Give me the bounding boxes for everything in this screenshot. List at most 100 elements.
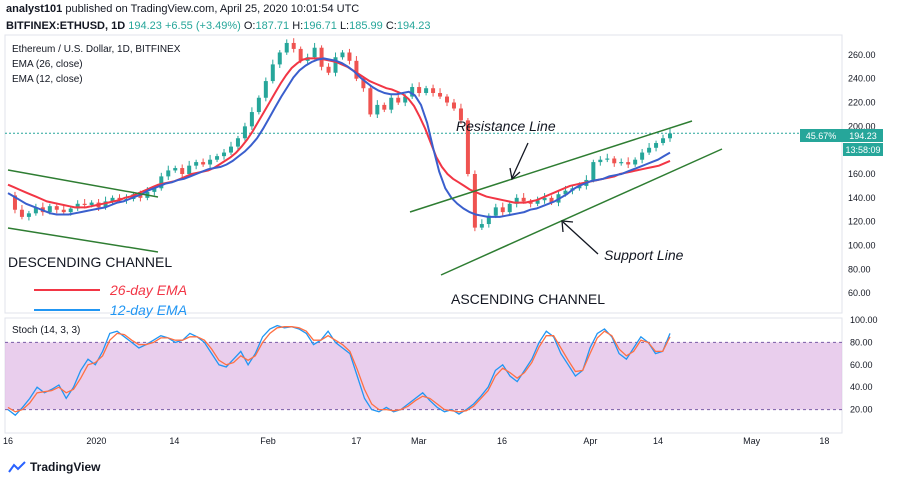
resistance-arrow-head xyxy=(509,167,521,181)
candle-body xyxy=(201,162,206,165)
price-tick-label: 200.00 xyxy=(848,121,876,131)
candle-body xyxy=(110,197,115,202)
candle-body xyxy=(277,52,282,65)
descending-channel-label: DESCENDING CHANNEL xyxy=(8,254,172,270)
ascending-resistance-line xyxy=(409,120,693,213)
descending-channel-lower xyxy=(7,227,159,253)
candle-body xyxy=(82,203,87,205)
candle-body xyxy=(479,224,484,228)
descending-channel-upper xyxy=(7,169,159,198)
stoch-k-line xyxy=(7,324,671,417)
candle-body xyxy=(166,170,171,177)
candle-body xyxy=(396,97,401,103)
stoch-study-label: Stoch (14, 3, 3) xyxy=(12,325,80,336)
candle-body xyxy=(75,203,80,209)
chart-header: analyst101 published on TradingView.com,… xyxy=(6,3,431,33)
candle-body xyxy=(605,158,610,160)
support-label: Support Line xyxy=(604,247,684,263)
candle-body xyxy=(347,52,352,61)
candle-body xyxy=(222,152,227,157)
candle-body xyxy=(68,208,73,213)
candle-body xyxy=(598,159,603,163)
candle-body xyxy=(312,47,317,58)
candle-body xyxy=(465,120,470,174)
x-tick-label: 14 xyxy=(169,436,179,446)
resistance-label: Resistance Line xyxy=(456,118,556,134)
x-tick-label: Mar xyxy=(411,436,427,446)
candle-body xyxy=(514,197,519,204)
low-label: L: xyxy=(339,20,350,32)
price-change: +6.55 (+3.49%) xyxy=(164,20,241,32)
stoch-tick-label: 80.00 xyxy=(850,337,873,347)
candle-body xyxy=(668,133,672,139)
candle-body xyxy=(270,64,275,82)
candle-body xyxy=(542,197,547,201)
candle-body xyxy=(417,87,422,93)
candle-body xyxy=(507,203,512,213)
support-arrow xyxy=(562,221,599,255)
candle-body xyxy=(633,159,638,165)
candle-body xyxy=(451,102,456,109)
candle-body xyxy=(291,42,296,49)
open-label: O: xyxy=(243,20,256,32)
candle-body xyxy=(89,202,94,205)
candle-body xyxy=(159,176,164,189)
candle-body xyxy=(19,209,24,217)
resistance-arrow xyxy=(511,142,529,179)
candle-body xyxy=(284,42,289,53)
candle-body xyxy=(375,104,380,115)
brand-name: TradingView xyxy=(30,460,101,474)
footer-brand[interactable]: TradingView xyxy=(8,460,100,474)
close-value: 194.23 xyxy=(396,20,431,32)
candle-body xyxy=(640,152,645,160)
candle-body xyxy=(138,194,143,198)
candle-body xyxy=(410,87,415,97)
candle-body xyxy=(382,104,387,110)
tradingview-logo-icon xyxy=(8,461,26,473)
x-tick-label: 14 xyxy=(653,436,663,446)
price-tick-label: 80.00 xyxy=(848,264,871,274)
candle-body xyxy=(47,206,52,213)
ema12-legend-label: 12-day EMA xyxy=(110,302,187,318)
candle-body xyxy=(263,81,268,98)
price-y-axis: 60.0080.00100.00120.00140.00160.00180.00… xyxy=(848,50,876,298)
candle-body xyxy=(619,162,624,164)
x-tick-label: 16 xyxy=(3,436,13,446)
price-tick-label: 60.00 xyxy=(848,288,871,298)
timer-badge xyxy=(843,143,883,156)
percent-badge xyxy=(800,129,843,142)
candle-body xyxy=(152,188,157,192)
stoch-tick-label: 40.00 xyxy=(850,382,873,392)
stoch-tick-label: 60.00 xyxy=(850,360,873,370)
price-badge-text: 194.23 xyxy=(849,131,877,141)
candle-body xyxy=(54,206,59,210)
ascending-support-line xyxy=(440,148,723,276)
candle-body xyxy=(242,126,247,139)
candle-body xyxy=(26,213,31,217)
x-tick-label: Apr xyxy=(583,436,597,446)
price-tick-label: 120.00 xyxy=(848,217,876,227)
published-text: published on TradingView.com, April 25, … xyxy=(65,3,360,15)
x-tick-label: May xyxy=(743,436,761,446)
candle-body xyxy=(368,88,373,115)
ascending-channel-label: ASCENDING CHANNEL xyxy=(451,291,605,307)
candle-body xyxy=(298,48,303,61)
ema26-legend-label: 26-day EMA xyxy=(109,282,187,298)
candle-body xyxy=(500,207,505,213)
price-tick-label: 100.00 xyxy=(848,240,876,250)
stoch-band xyxy=(5,342,842,410)
candle-body xyxy=(235,138,240,147)
candle-body xyxy=(326,66,331,73)
candle-body xyxy=(228,146,233,153)
candle-body xyxy=(472,174,477,228)
stoch-tick-label: 100.00 xyxy=(850,315,878,325)
candle-body xyxy=(215,156,220,160)
publish-line: analyst101 published on TradingView.com,… xyxy=(6,3,431,16)
candle-body xyxy=(333,57,338,73)
candles xyxy=(12,38,672,232)
candle-body xyxy=(61,209,66,213)
candle-body xyxy=(103,201,108,208)
stoch-d-line xyxy=(7,326,671,413)
author-name[interactable]: analyst101 xyxy=(6,3,63,15)
